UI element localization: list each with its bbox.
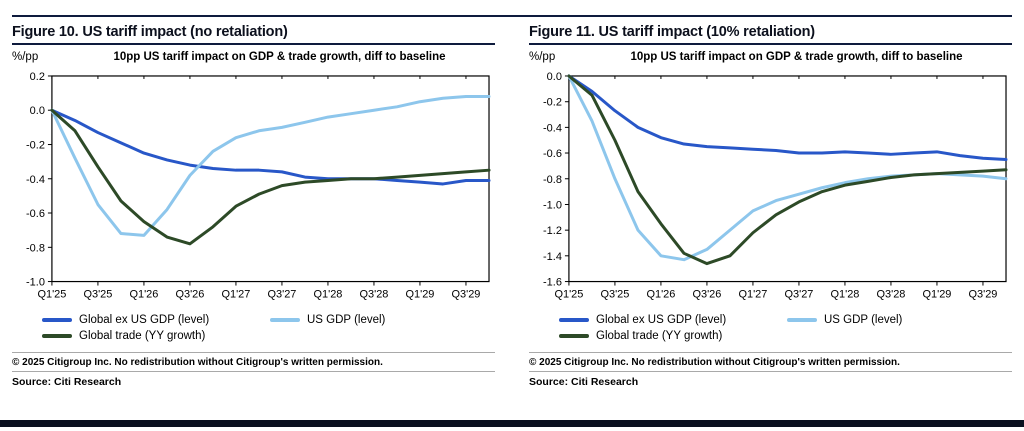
legend-label-global-trade: Global trade (YY growth) <box>596 329 723 342</box>
y-axis-tick-label: -0.2 <box>543 97 562 109</box>
series-line-1 <box>50 95 491 237</box>
figure-11-line-chart: 0.0 -0.2 -0.4 -0.6 -0.8 -1.0 -1.2 -1.4 -1.6Q1'25… <box>543 71 1008 301</box>
series-line-1 <box>567 74 1008 262</box>
x-axis-tick-label: Q1'27 <box>738 289 767 301</box>
legend-item-us-gdp: US GDP (level) <box>787 314 1012 326</box>
legend-item-global-ex-us-gdp: Global ex US GDP (level) <box>42 314 270 326</box>
x-axis-tick-label: Q3'25 <box>600 289 629 301</box>
figure-10-chart-subtitle: 10pp US tariff impact on GDP & trade gro… <box>113 51 446 63</box>
y-axis-tick-label: -0.8 <box>543 174 562 186</box>
figure-11-legend: Global ex US GDP (level) US GDP (level) … <box>529 314 1012 342</box>
x-axis-tick-label: Q1'25 <box>37 289 66 301</box>
y-axis-units-label: %/pp <box>12 51 39 63</box>
x-axis-tick-label: Q1'26 <box>646 289 675 301</box>
series-line-0 <box>567 74 1008 162</box>
figure-10-subtitle-row: %/pp 10pp US tariff impact on GDP & trad… <box>12 51 495 63</box>
y-axis-tick-label: -1.0 <box>26 277 45 289</box>
plot-area-border <box>51 75 490 283</box>
x-axis-tick-label: Q3'25 <box>83 289 112 301</box>
legend-label-global-trade: Global trade (YY growth) <box>79 329 206 342</box>
plot-area-border <box>568 75 1007 283</box>
legend-label-us-gdp: US GDP (level) <box>824 313 903 326</box>
legend-label-us-gdp: US GDP (level) <box>307 313 386 326</box>
figure-10-line-chart: 0.2 0.0 -0.2 -0.4 -0.6 -0.8 -1.0Q1'25 Q3'25 Q1'2… <box>26 71 491 301</box>
figure-10-title: Figure 10. US tariff impact (no retaliat… <box>12 24 288 40</box>
series-line-2 <box>50 108 491 246</box>
series-line-2 <box>567 74 1008 266</box>
legend-swatch-us-gdp <box>270 317 300 322</box>
x-axis-tick-label: Q1'26 <box>129 289 158 301</box>
figure-11-panel: Figure 11. US tariff impact (10% retalia… <box>529 24 1012 420</box>
x-axis-tick-label: Q3'28 <box>876 289 905 301</box>
y-axis-tick-label: -0.6 <box>26 208 45 220</box>
legend-swatch-global-ex-us-gdp <box>42 317 72 322</box>
legend-swatch-us-gdp <box>787 317 817 322</box>
legend-swatch-global-trade <box>42 333 72 338</box>
x-axis-tick-label: Q3'29 <box>451 289 480 301</box>
y-axis-tick-label: 0.0 <box>30 105 45 117</box>
y-axis-tick-label: -1.2 <box>543 225 562 237</box>
figure-11-chart-subtitle: 10pp US tariff impact on GDP & trade gro… <box>630 51 963 63</box>
bottom-accent-bar <box>0 420 1024 427</box>
y-axis-tick-label: 0.2 <box>30 71 45 83</box>
y-axis-tick-label: -1.4 <box>543 251 562 263</box>
source-attribution: Source: Citi Research <box>12 370 495 391</box>
figure-11-subtitle-row: %/pp 10pp US tariff impact on GDP & trad… <box>529 51 1012 63</box>
x-axis-tick-label: Q3'27 <box>784 289 813 301</box>
x-axis-tick-label: Q3'26 <box>175 289 204 301</box>
y-axis-units-label: %/pp <box>529 51 556 63</box>
top-divider-rule <box>12 15 1012 17</box>
y-axis-tick-label: -0.4 <box>543 122 562 134</box>
x-axis-tick-label: Q1'29 <box>405 289 434 301</box>
x-axis-tick-label: Q3'27 <box>267 289 296 301</box>
series-line-0 <box>50 108 491 186</box>
figure-11-title-rule <box>529 43 1012 45</box>
y-axis-tick-label: -1.0 <box>543 200 562 212</box>
legend-swatch-global-ex-us-gdp <box>559 317 589 322</box>
y-axis-tick-label: -0.4 <box>26 174 45 186</box>
y-axis-tick-label: -0.6 <box>543 148 562 160</box>
legend-item-global-ex-us-gdp: Global ex US GDP (level) <box>559 314 787 326</box>
x-axis-tick-label: Q3'29 <box>968 289 997 301</box>
x-axis-tick-label: Q1'29 <box>922 289 951 301</box>
legend-label-global-ex-us-gdp: Global ex US GDP (level) <box>79 313 210 326</box>
y-axis-tick-label: -0.2 <box>26 140 45 152</box>
x-axis-tick-label: Q1'28 <box>830 289 859 301</box>
x-axis-tick-label: Q1'27 <box>221 289 250 301</box>
legend-item-global-trade: Global trade (YY growth) <box>42 330 270 342</box>
legend-item-us-gdp: US GDP (level) <box>270 314 495 326</box>
y-axis-tick-label: -0.8 <box>26 242 45 254</box>
y-axis-tick-label: 0.0 <box>547 71 562 83</box>
legend-swatch-global-trade <box>559 333 589 338</box>
x-axis-tick-label: Q3'28 <box>359 289 388 301</box>
figure-panels: Figure 10. US tariff impact (no retaliat… <box>12 24 1012 420</box>
x-axis-tick-label: Q1'25 <box>554 289 583 301</box>
copyright-notice: © 2025 Citigroup Inc. No redistribution … <box>12 351 495 371</box>
figure-10-legend: Global ex US GDP (level) US GDP (level) … <box>12 314 495 342</box>
x-axis-tick-label: Q1'28 <box>313 289 342 301</box>
legend-label-global-ex-us-gdp: Global ex US GDP (level) <box>596 313 727 326</box>
figure-10-panel: Figure 10. US tariff impact (no retaliat… <box>12 24 495 420</box>
copyright-notice: © 2025 Citigroup Inc. No redistribution … <box>529 351 1012 371</box>
figure-10-title-rule <box>12 43 495 45</box>
x-axis-tick-label: Q3'26 <box>692 289 721 301</box>
source-attribution: Source: Citi Research <box>529 370 1012 391</box>
y-axis-tick-label: -1.6 <box>543 277 562 289</box>
figure-11-title: Figure 11. US tariff impact (10% retalia… <box>529 24 815 40</box>
legend-item-global-trade: Global trade (YY growth) <box>559 330 787 342</box>
